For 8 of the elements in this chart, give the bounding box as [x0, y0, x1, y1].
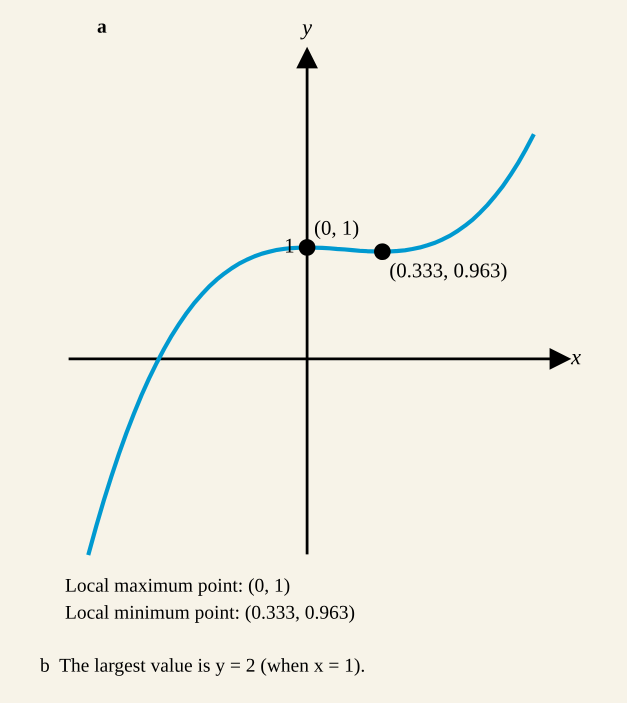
x-axis-title: x — [570, 354, 581, 364]
annotation: (0, 1) — [314, 220, 358, 240]
text: b The largest value is y = 2 (when x = 1). — [40, 658, 364, 676]
text: Local minimum point: (0.333, 0.963) — [66, 605, 354, 623]
text: Local maximum point: (0, 1) — [66, 578, 290, 596]
annotation: (0.333, 0.963) — [390, 262, 506, 282]
y-axis-title: y — [300, 24, 312, 40]
chart-title: a — [98, 24, 106, 33]
